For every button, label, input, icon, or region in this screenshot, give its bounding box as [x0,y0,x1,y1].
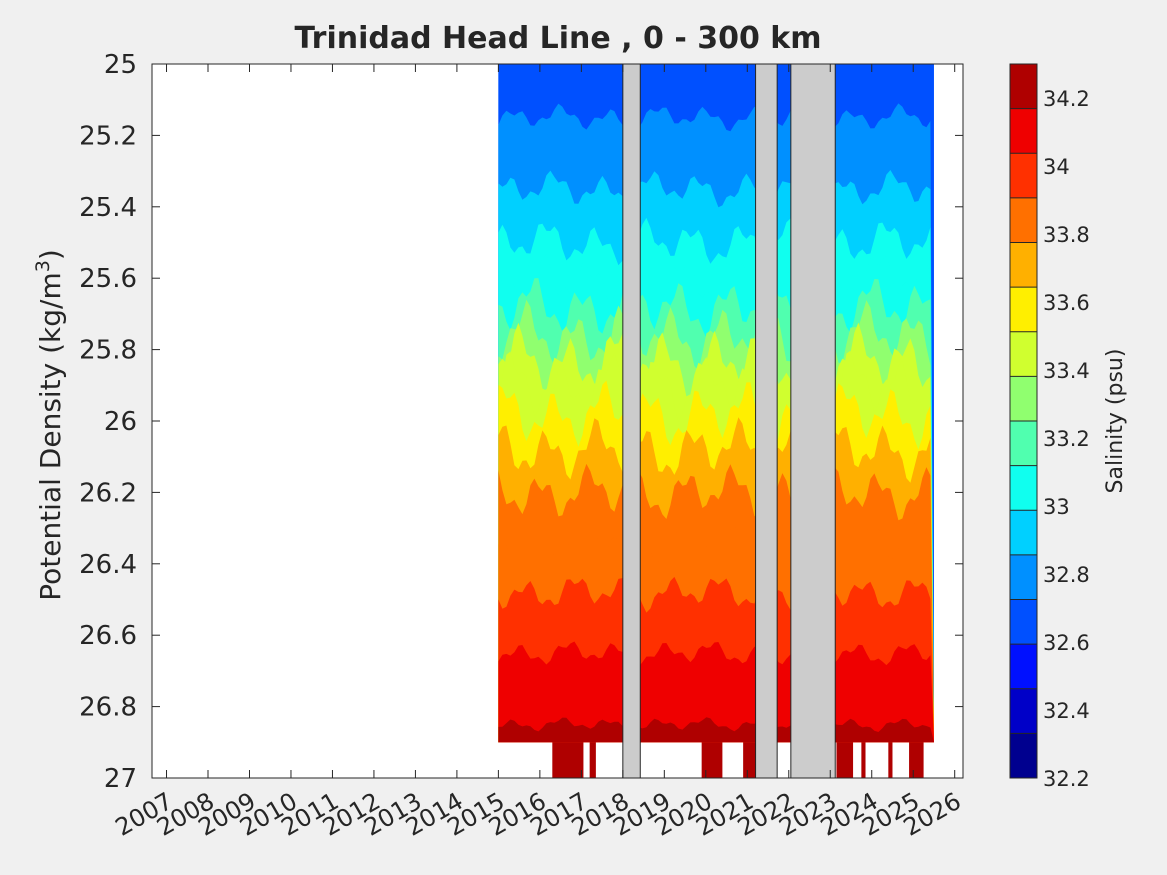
y-tick-label: 26.6 [79,621,137,651]
y-tick-label: 26.2 [79,478,137,508]
y-axis-label-superscript: 3 [32,260,54,272]
x-tick-marks [166,64,956,778]
colorbar-tick-label: 32.6 [1043,631,1090,655]
colorbar-tick-labels: 32.2 32.4 32.6 32.8 33 33.2 33.4 33.6 33.8 34 34.2 [1043,87,1090,791]
y-tick-label: 25.8 [79,336,137,366]
colorbar-tick-label: 33.4 [1043,359,1090,383]
no-data-gap [755,63,778,779]
x-tick-labels: 2007200820092010201120122013201420152016… [111,787,966,842]
deep-salinity-intrusion [552,742,584,778]
colorbar-segment [1010,242,1037,288]
colorbar-tick-label: 33.2 [1043,427,1090,451]
y-tick-label: 26.8 [79,693,137,723]
colorbar-segment [1010,421,1037,466]
y-tick-label: 26 [104,407,137,437]
deep-salinity-intrusion [909,742,924,778]
colorbar-segment [1010,376,1037,421]
y-tick-label: 25 [104,50,137,80]
colorbar-segment [1010,510,1037,555]
deep-salinity-intrusion [589,742,596,778]
chart-title: Trinidad Head Line , 0 - 300 km [294,21,821,56]
salinity-contour-field [498,64,934,778]
no-data-gap [622,63,641,779]
colorbar-segment [1010,153,1037,198]
y-tick-label: 25.2 [79,121,137,151]
colorbar-label: Salinity (psu) [1103,349,1128,494]
colorbar-segment [1010,197,1037,243]
colorbar-tick-label: 32.2 [1043,767,1090,791]
y-tick-label: 27 [104,764,137,794]
colorbar-tick-label: 33.8 [1043,223,1090,247]
colorbar-segment [1010,331,1037,377]
colorbar-segment [1010,287,1037,332]
colorbar-tick-label: 34.2 [1043,87,1090,111]
deep-salinity-intrusion [701,742,723,778]
no-data-gaps [622,63,836,779]
colorbar-tick-label: 32.8 [1043,563,1090,587]
deep-salinity-intrusion [836,742,854,778]
colorbar-segment [1010,554,1037,600]
colorbar-segment [1010,108,1037,154]
colorbar-tick-label: 32.4 [1043,699,1090,723]
y-axis-label: Potential Density (kg/m3) [32,249,67,601]
colorbar-segment [1010,644,1037,689]
y-tick-label: 25.6 [79,264,137,294]
colorbar-segment [1010,64,1037,109]
colorbar-segment [1010,688,1037,734]
colorbar-tick-label: 34 [1043,155,1070,179]
plot-frame [151,63,964,779]
colorbar-tick-label: 33.6 [1043,291,1090,315]
y-tick-label: 25.4 [79,193,137,223]
colorbar-frame [1009,63,1038,779]
deep-salinity-intrusion [888,742,893,778]
deep-salinity-intrusion [861,742,866,778]
y-tick-labels: 25 25.2 25.4 25.6 25.8 26 26.2 26.4 26.6 26.8 27 [79,50,137,794]
colorbar-segment [1010,465,1037,511]
colorbar-segment [1010,733,1037,778]
colorbar-tick-label: 33 [1043,495,1070,519]
no-data-gap [790,63,836,779]
y-tick-label: 26.4 [79,550,137,580]
colorbar-segment [1010,599,1037,645]
colorbar [1010,64,1037,779]
